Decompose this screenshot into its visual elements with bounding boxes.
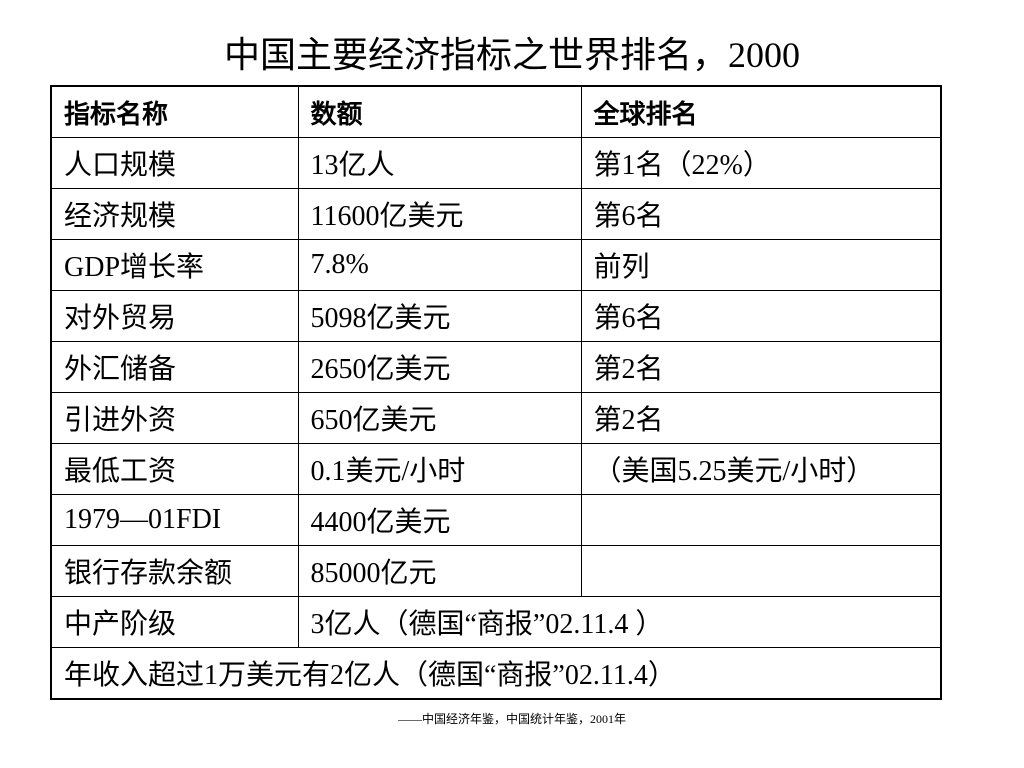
- table-cell: （美国5.25美元/小时）: [580, 443, 942, 495]
- table-cell: 第6名: [580, 188, 942, 240]
- data-table: 指标名称 数额 全球排名 人口规模 13亿人 第1名（22%） 经济规模 11600亿美元第…: [50, 85, 942, 700]
- table-cell: 最低工资: [50, 443, 299, 495]
- table-row: 银行存款余额 85000亿元: [50, 545, 942, 597]
- table-cell: 中产阶级: [50, 596, 299, 648]
- table-cell: 7.8%: [297, 239, 582, 291]
- table-row: 对外贸易 5098亿美元 第6名: [50, 290, 942, 342]
- table-cell: 2650亿美元: [297, 341, 582, 393]
- table-cell: 银行存款余额: [50, 545, 299, 597]
- table-row: GDP增长率 7.8% 前列: [50, 239, 942, 291]
- table-row: 最低工资 0.1美元/小时 （美国5.25美元/小时）: [50, 443, 942, 495]
- header-cell: 数额: [297, 85, 582, 138]
- table-row: 1979—01FDI 4400亿美元: [50, 494, 942, 546]
- table-cell: 经济规模: [50, 188, 299, 240]
- header-cell: 指标名称: [50, 85, 299, 138]
- header-row: 指标名称 数额 全球排名: [50, 85, 942, 138]
- table-cell: 13亿人: [297, 137, 582, 189]
- table-row: 中产阶级 3亿人（德国“商报”02.11.4 ）: [50, 596, 942, 648]
- table-cell: GDP增长率: [50, 239, 299, 291]
- table-cell: 外汇储备: [50, 341, 299, 393]
- table-cell: 第2名: [580, 392, 942, 444]
- table-cell: 年收入超过1万美元有2亿人（德国“商报”02.11.4）: [50, 647, 942, 700]
- footnote: ——中国经济年鉴，中国统计年鉴，2001年: [397, 712, 626, 726]
- table-row: 年收入超过1万美元有2亿人（德国“商报”02.11.4）: [50, 647, 942, 700]
- table-cell: 3亿人（德国“商报”02.11.4 ）: [297, 596, 942, 648]
- header-cell: 全球排名: [580, 85, 942, 138]
- table-row: 引进外资 650亿美元 第2名: [50, 392, 942, 444]
- page-title: 中国主要经济指标之世界排名，2000: [223, 35, 800, 75]
- table-cell: 第1名（22%）: [580, 137, 942, 189]
- table-cell: 5098亿美元: [297, 290, 582, 342]
- table-cell: 前列: [580, 239, 942, 291]
- table-cell: [580, 494, 942, 546]
- table-cell: 11600亿美元: [297, 188, 582, 240]
- table-cell: 对外贸易: [50, 290, 299, 342]
- table-cell: 第2名: [580, 341, 942, 393]
- table-cell: 引进外资: [50, 392, 299, 444]
- table-cell: 85000亿元: [297, 545, 582, 597]
- table-cell: 1979—01FDI: [50, 494, 299, 546]
- table-cell: 4400亿美元: [297, 494, 582, 546]
- table-cell: 0.1美元/小时: [297, 443, 582, 495]
- table-row: 经济规模 11600亿美元 第6名: [50, 188, 942, 240]
- table-cell: 第6名: [580, 290, 942, 342]
- table-cell: [580, 545, 942, 597]
- table-row: 外汇储备 2650亿美元 第2名: [50, 341, 942, 393]
- table-cell: 650亿美元: [297, 392, 582, 444]
- table-body: 人口规模 13亿人 第1名（22%） 经济规模 11600亿美元 第6名 GDP增长率 7.8…: [50, 137, 942, 700]
- table-cell: 人口规模: [50, 137, 299, 189]
- table-row: 人口规模 13亿人 第1名（22%）: [50, 137, 942, 189]
